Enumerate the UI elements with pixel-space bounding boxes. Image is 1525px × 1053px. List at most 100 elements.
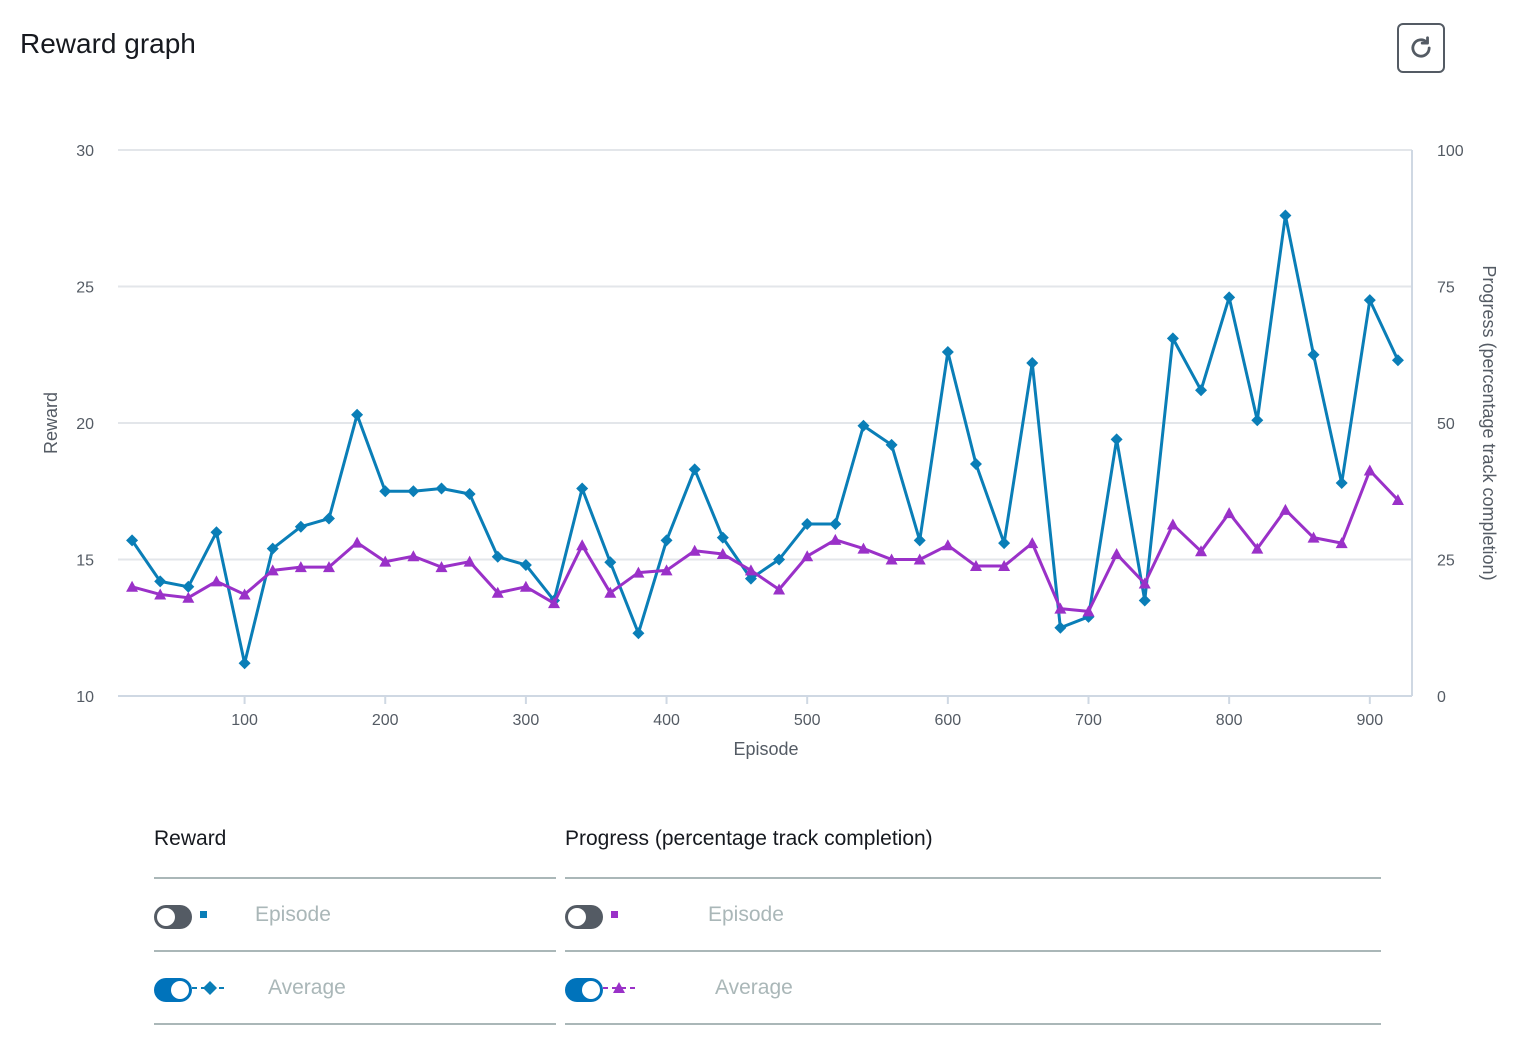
toggle-knob xyxy=(171,981,189,999)
data-point-diamond xyxy=(1279,209,1292,222)
data-point-triangle xyxy=(885,553,898,565)
data-point-triangle xyxy=(182,591,195,603)
data-point-diamond xyxy=(1110,433,1123,446)
progress-average-toggle[interactable] xyxy=(565,978,603,1002)
data-point-triangle xyxy=(210,575,223,587)
data-point-triangle xyxy=(154,588,167,600)
square-marker-icon xyxy=(611,911,618,918)
data-point-triangle xyxy=(548,597,561,609)
data-point-diamond xyxy=(1363,294,1376,307)
progress-episode-toggle[interactable] xyxy=(565,905,603,929)
data-point-triangle xyxy=(660,564,673,576)
data-point-diamond xyxy=(379,485,392,498)
x-tick-label: 200 xyxy=(372,712,399,729)
data-point-triangle xyxy=(604,586,617,598)
data-point-diamond xyxy=(576,482,589,495)
data-point-triangle xyxy=(773,583,786,595)
data-point-diamond xyxy=(913,534,926,547)
data-point-diamond xyxy=(829,518,842,531)
data-point-triangle xyxy=(379,555,392,567)
x-tick-label: 900 xyxy=(1356,712,1383,729)
data-point-diamond xyxy=(941,346,954,359)
data-point-triangle xyxy=(941,539,954,551)
series-line xyxy=(130,214,1400,665)
data-point-triangle xyxy=(1335,537,1348,549)
data-point-diamond xyxy=(1335,477,1348,490)
y-right-tick-label: 100 xyxy=(1437,143,1464,160)
refresh-button[interactable] xyxy=(1397,23,1445,73)
data-point-triangle xyxy=(998,560,1011,572)
data-point-diamond xyxy=(1251,414,1264,427)
data-point-triangle xyxy=(1195,545,1208,557)
triangle-marker-icon xyxy=(603,982,635,993)
data-point-triangle xyxy=(1251,542,1264,554)
data-point-triangle xyxy=(1363,464,1376,476)
data-point-triangle xyxy=(688,544,701,556)
y-left-axis-title: Reward xyxy=(41,392,61,454)
data-point-diamond xyxy=(154,575,167,588)
data-point-triangle xyxy=(519,580,532,592)
legend-group-reward: Reward Episode Average xyxy=(154,815,556,1025)
y-right-tick-label: 50 xyxy=(1437,416,1455,433)
data-point-diamond xyxy=(857,419,870,432)
legend-label-reward-average: Average xyxy=(268,976,346,999)
x-tick-label: 700 xyxy=(1075,712,1102,729)
series-line xyxy=(131,469,1400,613)
data-point-triangle xyxy=(632,566,645,578)
legend-row-progress-episode: Episode xyxy=(565,879,1381,952)
data-point-diamond xyxy=(1026,356,1039,369)
data-point-diamond xyxy=(322,512,335,525)
data-point-triangle xyxy=(322,561,335,573)
data-point-diamond xyxy=(1054,621,1067,634)
data-point-diamond xyxy=(660,534,673,547)
data-point-triangle xyxy=(1307,531,1320,543)
data-point-diamond xyxy=(632,627,645,640)
data-point-triangle xyxy=(435,561,448,573)
page-title: Reward graph xyxy=(20,28,196,59)
reward-episode-toggle[interactable] xyxy=(154,905,192,929)
data-point-diamond xyxy=(182,580,195,593)
x-tick-label: 100 xyxy=(231,712,258,729)
chart-series xyxy=(126,209,1404,670)
x-axis-title: Episode xyxy=(733,739,798,759)
data-point-diamond xyxy=(744,572,757,585)
toggle-knob xyxy=(582,981,600,999)
data-point-diamond xyxy=(407,485,420,498)
data-point-triangle xyxy=(1223,507,1236,519)
data-point-triangle xyxy=(126,580,139,592)
data-point-diamond xyxy=(294,520,307,533)
data-point-triangle xyxy=(266,564,279,576)
legend-label-reward-episode: Episode xyxy=(255,903,331,926)
data-point-triangle xyxy=(1138,577,1151,589)
data-point-triangle xyxy=(857,542,870,554)
data-point-diamond xyxy=(266,542,279,555)
y-left-tick-label: 15 xyxy=(76,553,94,570)
data-point-triangle xyxy=(744,564,757,576)
legend-heading-reward: Reward xyxy=(154,815,556,879)
legend-group-progress: Progress (percentage track completion) E… xyxy=(565,815,1381,1025)
diamond-marker-icon xyxy=(192,981,228,995)
data-point-diamond xyxy=(351,408,364,421)
data-point-triangle xyxy=(351,536,364,548)
data-point-triangle xyxy=(576,539,589,551)
data-point-triangle xyxy=(1026,537,1039,549)
legend-row-reward-episode: Episode xyxy=(154,879,556,952)
data-point-diamond xyxy=(435,482,448,495)
x-tick-label: 800 xyxy=(1216,712,1243,729)
legend-label-progress-episode: Episode xyxy=(708,903,784,926)
reward-average-toggle[interactable] xyxy=(154,978,192,1002)
data-point-triangle xyxy=(407,550,420,562)
legend-row-progress-average: Average xyxy=(565,952,1381,1025)
data-point-diamond xyxy=(463,487,476,500)
data-point-diamond xyxy=(998,537,1011,550)
data-point-triangle xyxy=(491,586,504,598)
data-point-diamond xyxy=(238,657,251,670)
refresh-icon xyxy=(1411,36,1431,58)
x-tick-label: 500 xyxy=(794,712,821,729)
y-left-tick-label: 10 xyxy=(76,689,94,706)
data-point-triangle xyxy=(238,588,251,600)
data-point-diamond xyxy=(1138,594,1151,607)
toggle-knob xyxy=(568,908,586,926)
